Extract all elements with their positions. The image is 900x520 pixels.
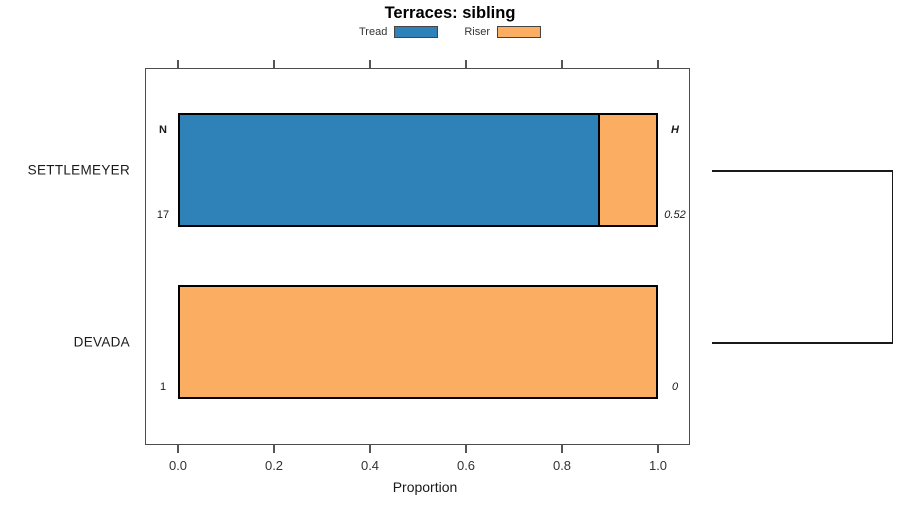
chart-title: Terraces: sibling — [384, 4, 516, 22]
x-axis-tick-bottom — [369, 445, 371, 453]
x-axis-tick-bottom — [561, 445, 563, 453]
dendrogram-top-line — [712, 170, 893, 172]
legend: Tread Riser — [0, 26, 900, 38]
legend-swatch — [394, 26, 439, 38]
x-axis-tick-bottom — [465, 445, 467, 453]
x-axis-tick-label: 0.6 — [456, 458, 476, 473]
x-axis-tick-label: 0.0 — [168, 458, 188, 473]
x-axis-tick-label: 0.2 — [264, 458, 284, 473]
legend-item-tread: Tread — [359, 26, 439, 38]
dendrogram-bottom-line — [712, 342, 893, 344]
x-axis-tick-top — [657, 60, 659, 68]
annotation-n-value: 1 — [159, 381, 167, 393]
bar-segment-riser — [598, 113, 658, 227]
x-axis-tick-top — [561, 60, 563, 68]
category-label-devada: DEVADA — [73, 334, 130, 350]
x-axis-tick-label: 0.8 — [552, 458, 572, 473]
x-axis-tick-bottom — [273, 445, 275, 453]
legend-label: Riser — [464, 26, 490, 38]
annotation-h-value: 0 — [671, 381, 679, 393]
x-axis-label: Proportion — [392, 479, 458, 495]
bar-segment-tread — [178, 113, 601, 227]
annotation-h-value: 0.52 — [664, 209, 686, 221]
x-axis-tick-top — [465, 60, 467, 68]
x-axis-tick-label: 1.0 — [648, 458, 668, 473]
x-axis-tick-top — [177, 60, 179, 68]
legend-swatch — [497, 26, 541, 38]
annotation-n-value: 17 — [156, 209, 170, 221]
bar-segment-riser — [178, 285, 658, 399]
x-axis-tick-top — [369, 60, 371, 68]
x-axis-tick-label: 0.4 — [360, 458, 380, 473]
legend-label: Tread — [359, 26, 388, 38]
dendrogram-vertical-line — [891, 170, 893, 344]
x-axis-tick-bottom — [657, 445, 659, 453]
x-axis-tick-bottom — [177, 445, 179, 453]
annotation-h-header: H — [671, 124, 679, 136]
x-axis-tick-top — [273, 60, 275, 68]
legend-item-riser: Riser — [464, 26, 541, 38]
annotation-n-header: N — [159, 124, 167, 136]
category-label-settlemeyer: SETTLEMEYER — [27, 162, 130, 178]
